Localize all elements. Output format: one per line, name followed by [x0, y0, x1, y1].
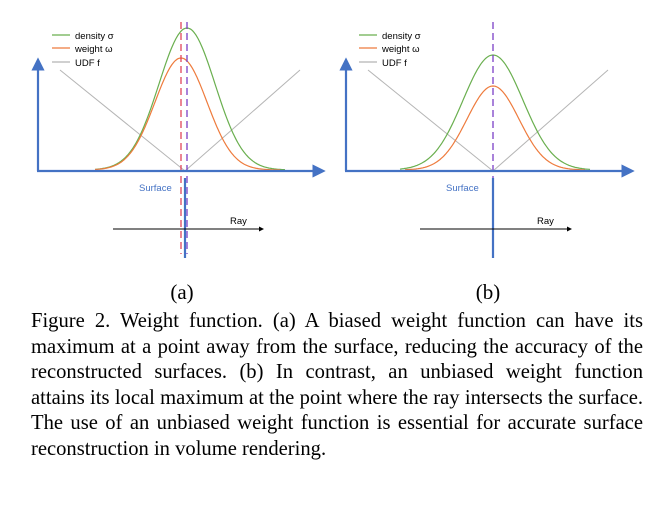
- panel-b-legend: density σ weight ω UDF f: [359, 31, 421, 69]
- panel-b-surface-label: Surface: [446, 183, 479, 194]
- panel-b-plot: density σ weight ω UDF f Surface Ray: [339, 22, 635, 258]
- legend-density-label: density σ: [382, 31, 421, 42]
- panel-b-udf-curve: [367, 69, 609, 172]
- legend-udf-label: UDF f: [75, 58, 100, 69]
- panel-a-udf-curve: [59, 69, 301, 172]
- panel-a-plot: density σ weight ω UDF f Surface: [31, 22, 326, 258]
- figure-illustration: density σ weight ω UDF f Surface: [31, 22, 635, 258]
- panel-a-surface-label: Surface: [139, 183, 172, 194]
- legend-weight-label: weight ω: [74, 44, 113, 55]
- legend-udf-label: UDF f: [382, 58, 407, 69]
- panel-a-label: (a): [170, 280, 194, 304]
- legend-density-label: density σ: [75, 31, 114, 42]
- panel-b-ray-label: Ray: [537, 216, 554, 227]
- panel-a-density-curve: [94, 27, 286, 171]
- panel-b-density-curve: [399, 54, 591, 170]
- panel-b-label: (b): [475, 280, 501, 304]
- panel-a-ray-label: Ray: [230, 216, 247, 227]
- figure-2: density σ weight ω UDF f Surface: [31, 22, 635, 304]
- figure-caption: Figure 2. Weight function. (a) A biased …: [31, 310, 643, 460]
- panel-a-legend: density σ weight ω UDF f: [52, 31, 114, 69]
- legend-weight-label: weight ω: [381, 44, 420, 55]
- panel-b-weight-curve: [405, 85, 585, 171]
